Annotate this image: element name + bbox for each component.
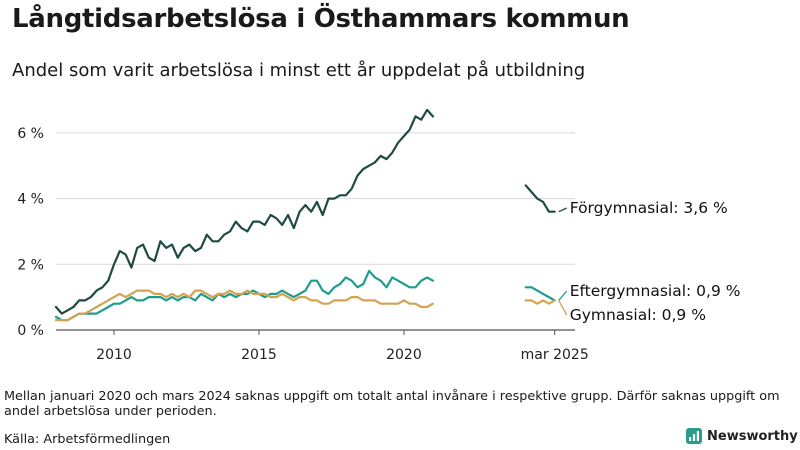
axes: 0 % 2 % 4 % 6 % 2010 2015 2020 mar 2025 <box>17 126 588 363</box>
x-tick-label: mar 2025 <box>521 347 589 363</box>
series-line-gymnasial <box>54 289 556 322</box>
label-connector <box>558 290 568 301</box>
y-tick-label: 6 % <box>17 126 44 142</box>
brand-logo: Newsworthy <box>686 428 798 444</box>
label-connector <box>558 300 568 316</box>
x-tick-label: 2020 <box>386 347 422 363</box>
gridlines <box>56 132 575 331</box>
series-lines <box>54 108 556 322</box>
series-end-label: Gymnasial: 0,9 % <box>570 306 706 324</box>
x-tick-label: 2015 <box>241 347 277 363</box>
series-line-förgymnasial <box>54 108 556 315</box>
chart-title: Långtidsarbetslösa i Östhammars kommun <box>12 4 630 34</box>
series-end-label: Eftergymnasial: 0,9 % <box>570 282 741 300</box>
series-end-label: Förgymnasial: 3,6 % <box>570 199 728 217</box>
y-tick-label: 4 % <box>17 192 44 208</box>
series-end-labels: Förgymnasial: 3,6 % Eftergymnasial: 0,9 %… <box>558 199 741 324</box>
line-chart: 0 % 2 % 4 % 6 % 2010 2015 2020 mar 2025 Förgymn… <box>17 108 741 363</box>
label-connector <box>558 207 567 213</box>
x-tick-label: 2010 <box>96 347 132 363</box>
footnote: Mellan januari 2020 och mars 2024 saknas… <box>4 389 780 419</box>
series-line-eftergymnasial <box>54 269 556 322</box>
brand-name: Newsworthy <box>707 428 798 444</box>
chart-subtitle: Andel som varit arbetslösa i minst ett å… <box>12 60 586 81</box>
y-tick-label: 0 % <box>17 323 44 339</box>
chart-logo-icon <box>686 428 702 444</box>
y-tick-label: 2 % <box>17 257 44 273</box>
source-credit: Källa: Arbetsförmedlingen <box>4 432 171 447</box>
